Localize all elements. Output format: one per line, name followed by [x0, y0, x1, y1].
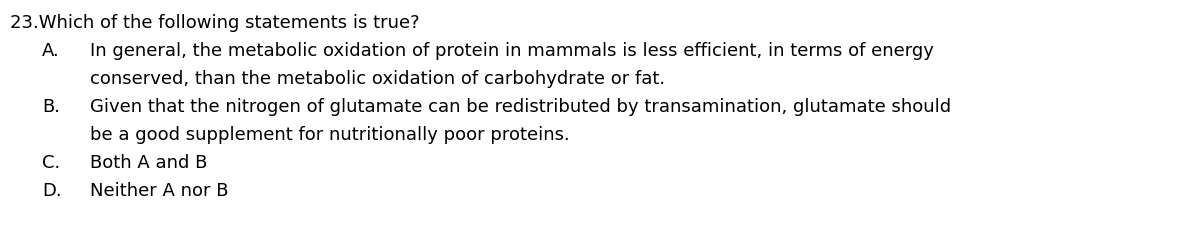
Text: be a good supplement for nutritionally poor proteins.: be a good supplement for nutritionally p…: [90, 126, 570, 144]
Text: Both A and B: Both A and B: [90, 154, 208, 172]
Text: conserved, than the metabolic oxidation of carbohydrate or fat.: conserved, than the metabolic oxidation …: [90, 70, 665, 88]
Text: In general, the metabolic oxidation of protein in mammals is less efficient, in : In general, the metabolic oxidation of p…: [90, 42, 934, 60]
Text: A.: A.: [42, 42, 60, 60]
Text: Given that the nitrogen of glutamate can be redistributed by transamination, glu: Given that the nitrogen of glutamate can…: [90, 98, 952, 116]
Text: Neither A nor B: Neither A nor B: [90, 182, 228, 200]
Text: D.: D.: [42, 182, 61, 200]
Text: B.: B.: [42, 98, 60, 116]
Text: 23.Which of the following statements is true?: 23.Which of the following statements is …: [10, 14, 420, 32]
Text: C.: C.: [42, 154, 60, 172]
